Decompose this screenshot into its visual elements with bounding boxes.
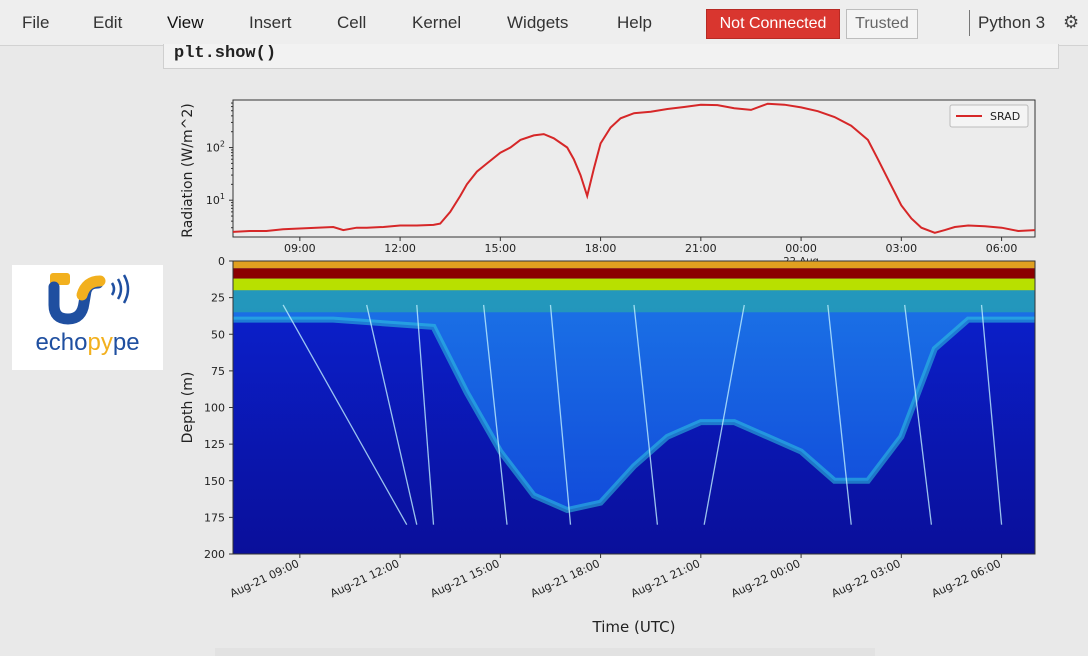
echogram-x-tick-label: Aug-22 03:00 <box>829 557 902 600</box>
echogram-surface-band <box>233 261 1035 269</box>
radiation-x-tick-label: 15:00 <box>484 242 516 255</box>
echogram-layer-edge <box>233 316 1035 514</box>
echogram-y-tick-label: 200 <box>204 548 225 561</box>
echogram-y-tick-label: 175 <box>204 511 225 524</box>
echogram-glider-track <box>904 304 933 525</box>
trusted-badge[interactable]: Trusted <box>846 9 918 39</box>
logo-wordmark: echopype <box>12 329 163 357</box>
logo-wordmark-echo: echo <box>35 329 88 356</box>
echogram-x-tick-label: Aug-22 06:00 <box>930 557 1003 600</box>
radiation-plot-area <box>232 99 1036 238</box>
echogram-glider-track <box>633 304 659 525</box>
connection-status-badge[interactable]: Not Connected <box>706 9 840 39</box>
echogram-glider-track <box>366 304 418 525</box>
echogram-surface-band <box>233 278 1035 291</box>
echogram-y-tick-label: 125 <box>204 438 225 451</box>
echogram-y-tick-label: 50 <box>211 328 225 341</box>
radiation-y-tick-label: 102 <box>206 140 225 155</box>
echogram-y-tick-label: 100 <box>204 402 225 415</box>
echogram-y-tick-label: 150 <box>204 475 225 488</box>
echogram-y-axis-label: Depth (m) <box>180 372 196 444</box>
kernel-name: Python 3 <box>978 13 1046 32</box>
menu-cell[interactable]: Cell <box>337 13 367 32</box>
code-cell[interactable]: plt.show() <box>163 44 1059 69</box>
radiation-y-axis-label: Radiation (W/m^2) <box>180 103 196 237</box>
radiation-x-tick-label: 21:00 <box>685 242 717 255</box>
echogram-surface-band <box>233 268 1035 279</box>
echogram-glider-track <box>282 304 408 526</box>
logo-mark-pipe-accent <box>76 275 106 301</box>
output-figure: 09:00 12:00 15:00 18:00 21:00 00:00 03:00 06:00… <box>180 99 1036 636</box>
radiation-x-tick-label: 09:00 <box>284 242 316 255</box>
echogram-x-tick-label: Aug-21 12:00 <box>328 557 401 600</box>
menu-help[interactable]: Help <box>617 13 652 32</box>
menu-insert[interactable]: Insert <box>249 13 292 32</box>
echopype-logo-mark <box>48 273 130 325</box>
echogram-y-tick-label: 75 <box>211 365 225 378</box>
echogram-glider-track <box>703 304 745 525</box>
menu-bar: File Edit View Insert Cell Kernel Widget… <box>0 0 1088 46</box>
next-cell-edge <box>215 648 875 656</box>
echogram-deep-scattering-layer <box>233 319 1035 554</box>
echogram-x-tick-label: Aug-21 15:00 <box>428 557 501 600</box>
radiation-x-tick-label: 06:00 <box>986 242 1018 255</box>
echogram-glider-track <box>549 304 572 525</box>
code-text: plt.show() <box>174 44 277 63</box>
echogram-glider-track <box>827 304 852 525</box>
radiation-y-tick-exponent: 2 <box>220 140 225 149</box>
radiation-x-tick-label: 18:00 <box>585 242 617 255</box>
echogram-y-tick-label: 25 <box>211 292 225 305</box>
echopype-logo: echopype <box>12 265 163 370</box>
radiation-y-tick-exponent: 1 <box>220 192 225 201</box>
radiation-x-tick-label: 03:00 <box>885 242 917 255</box>
radiation-chart: 09:00 12:00 15:00 18:00 21:00 00:00 03:00 06:00… <box>180 99 1036 267</box>
echogram-x-tick-label: Aug-22 00:00 <box>729 557 802 600</box>
settings-icon[interactable]: ⚙ <box>1063 12 1080 32</box>
menu-file[interactable]: File <box>22 13 50 32</box>
radiation-x-tick-label: 00:00 <box>785 242 817 255</box>
radiation-series-line <box>232 102 1036 234</box>
menu-view[interactable]: View <box>167 13 204 32</box>
logo-wordmark-pe: pe <box>112 329 140 356</box>
logo-wave-2 <box>116 278 123 300</box>
radiation-x-tick-label: 12:00 <box>384 242 416 255</box>
logo-wordmark-py: py <box>87 329 113 356</box>
echogram-glider-track <box>482 304 508 525</box>
radiation-legend-box <box>949 104 1029 128</box>
echogram-surface-band <box>233 290 1035 313</box>
echogram-glider-track <box>416 304 435 525</box>
echogram-glider-track <box>980 304 1003 525</box>
menu-edit[interactable]: Edit <box>93 13 123 32</box>
kernel-divider <box>969 10 970 36</box>
menu-kernel[interactable]: Kernel <box>412 13 462 32</box>
menu-widgets[interactable]: Widgets <box>507 13 569 32</box>
radiation-y-tick-label: 101 <box>206 192 225 207</box>
echogram-x-tick-label: Aug-21 09:00 <box>228 557 301 600</box>
logo-wave-3 <box>122 274 130 304</box>
echogram-x-axis-label: Time (UTC) <box>592 618 676 636</box>
echogram-x-tick-label: Aug-21 18:00 <box>529 557 602 600</box>
echogram-y-tick-label: 0 <box>218 255 225 268</box>
logo-wave-1 <box>110 282 116 296</box>
echogram-x-tick-label: Aug-21 21:00 <box>629 557 702 600</box>
echogram-chart: 0 25 50 75 100 125 150 175 200 Depth (m) Aug-21 09… <box>180 255 1036 636</box>
radiation-legend-label: SRAD <box>990 110 1020 123</box>
